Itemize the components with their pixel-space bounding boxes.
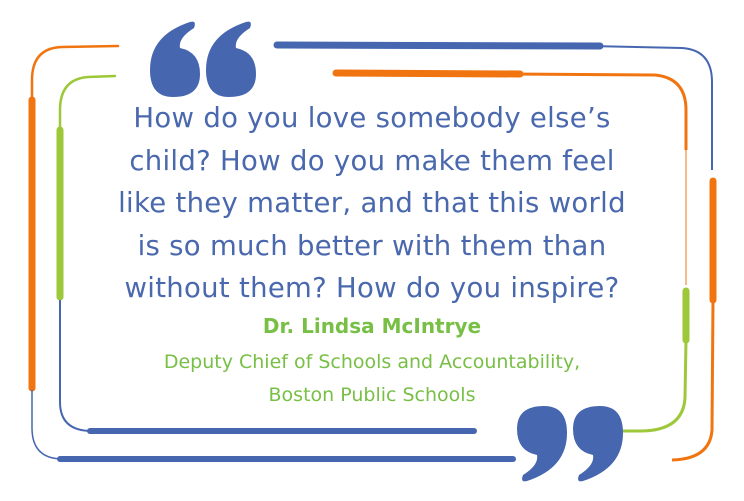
quote-line: without them? How do you inspire? — [124, 272, 620, 304]
open-quote-icon — [150, 21, 256, 98]
quote-line: is so much better with them than — [137, 229, 607, 262]
quote-text: How do you love somebody else’s child? H… — [80, 97, 664, 310]
frame-line-green-left — [58, 74, 117, 132]
frame-line-orange-top — [509, 72, 688, 150]
frame-bar-blue-top — [273, 41, 604, 50]
frame-line-blue-top — [589, 45, 713, 170]
frame-line-orange-left — [30, 44, 120, 102]
quote-line: like they matter, and that this world — [118, 187, 626, 219]
quote-line: How do you love somebody else’s — [133, 102, 611, 134]
frame-bar-orange-top — [332, 69, 524, 78]
frame-line-orange-right — [671, 299, 715, 462]
attribution-name: Dr. Lindsa McIntrye — [262, 314, 482, 338]
attribution-title-line: Boston Public Schools — [268, 384, 476, 406]
attribution-title-line: Deputy Chief of Schools and Accountabili… — [163, 351, 581, 373]
quote-line: child? How do you make them feel — [129, 144, 615, 177]
attribution-title: Deputy Chief of Schools and Accountabili… — [80, 346, 664, 412]
frame-line-green-right — [620, 339, 688, 433]
close-quote-icon — [517, 406, 623, 482]
